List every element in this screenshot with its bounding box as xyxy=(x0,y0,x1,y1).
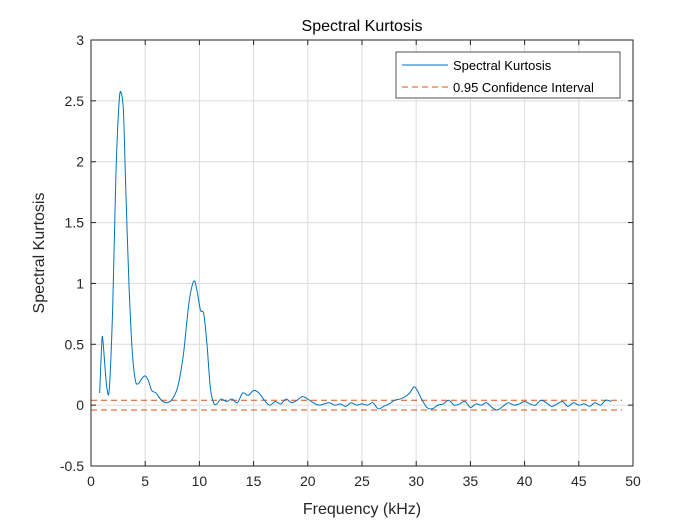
confidence-interval-lines xyxy=(91,399,623,411)
x-tick-label: 20 xyxy=(300,473,316,489)
y-tick-label: 1.5 xyxy=(65,215,85,231)
x-axis-label: Frequency (kHz) xyxy=(303,501,421,518)
x-tick-label: 30 xyxy=(408,473,424,489)
y-tick-label: 0 xyxy=(76,397,84,413)
x-tick-label: 35 xyxy=(463,473,479,489)
x-tick-label: 25 xyxy=(354,473,370,489)
chart-title: Spectral Kurtosis xyxy=(302,18,423,35)
x-tick-label: 45 xyxy=(571,473,587,489)
legend: Spectral Kurtosis 0.95 Confidence Interv… xyxy=(395,51,621,99)
x-tick-label: 5 xyxy=(141,473,149,489)
y-tick-label: -0.5 xyxy=(60,458,84,474)
y-tick-label: 2 xyxy=(76,154,84,170)
legend-box xyxy=(395,51,621,99)
y-tick-label: 0.5 xyxy=(65,336,85,352)
y-tick-label: 3 xyxy=(76,32,84,48)
y-tick-label: 1 xyxy=(76,275,84,291)
legend-label-confidence-interval: 0.95 Confidence Interval xyxy=(453,80,594,95)
series-line-spectral-kurtosis xyxy=(99,90,612,411)
x-tick-label: 50 xyxy=(625,473,641,489)
y-tick-label: 2.5 xyxy=(65,93,85,109)
legend-label-spectral-kurtosis: Spectral Kurtosis xyxy=(453,58,552,73)
x-tick-label: 40 xyxy=(517,473,533,489)
x-tick-label: 0 xyxy=(87,473,95,489)
x-tick-label: 15 xyxy=(246,473,262,489)
x-tick-label: 10 xyxy=(192,473,208,489)
axis-ticks: 0 5 10 15 20 25 30 35 40 45 50-0.500.511.522.53 xyxy=(60,32,641,489)
grid xyxy=(91,40,633,466)
y-axis-label: Spectral Kurtosis xyxy=(31,193,48,314)
